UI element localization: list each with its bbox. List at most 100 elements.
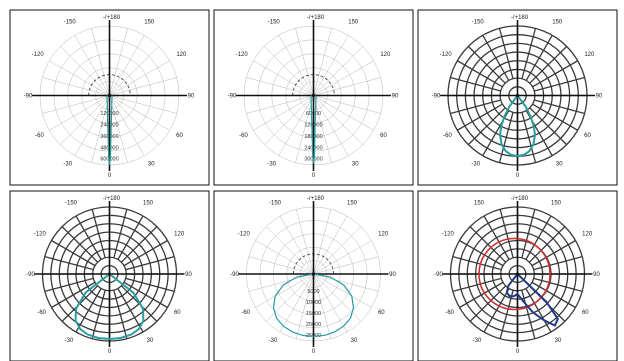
grid-spoke bbox=[265, 273, 314, 322]
angle-label: -90 bbox=[230, 272, 239, 278]
grid-spoke bbox=[113, 290, 128, 339]
grid-spoke bbox=[313, 95, 349, 156]
grid-spoke bbox=[467, 45, 506, 84]
grid-spoke bbox=[313, 28, 332, 96]
angle-label: 90 bbox=[185, 272, 192, 278]
grid-spoke bbox=[313, 256, 379, 275]
grid-spoke bbox=[75, 215, 102, 260]
angle-label: 30 bbox=[351, 338, 358, 344]
grid-spoke bbox=[49, 95, 110, 131]
grid-spoke bbox=[313, 46, 363, 96]
grid-spoke bbox=[74, 95, 110, 156]
grid-spoke bbox=[313, 60, 374, 96]
angle-label: 90 bbox=[188, 94, 195, 100]
intensity-curve-1 bbox=[106, 95, 113, 166]
grid-spoke bbox=[498, 28, 514, 79]
grid-spoke bbox=[313, 215, 348, 275]
angle-label: -150 bbox=[472, 20, 485, 26]
polar-panel-5: -/+180 150 -150 120 -120 90 -90 60 -60 30 -30 0 5000… bbox=[213, 190, 414, 361]
grid-spoke bbox=[528, 226, 566, 263]
angle-label: -30 bbox=[269, 338, 278, 344]
grid-spoke bbox=[109, 95, 128, 163]
angle-label: -/+180 bbox=[307, 196, 325, 202]
grid-spoke bbox=[264, 46, 314, 96]
origin-dot bbox=[311, 272, 316, 276]
grid-spoke bbox=[109, 28, 128, 96]
radial-value-label: 480000 bbox=[100, 145, 118, 151]
angle-label: 0 bbox=[312, 349, 316, 355]
grid-spoke bbox=[529, 45, 568, 84]
angle-label: -/+180 bbox=[103, 196, 121, 202]
grid-spoke bbox=[279, 215, 314, 275]
grid-spoke bbox=[113, 209, 128, 258]
grid-spoke bbox=[313, 273, 332, 339]
angle-label: -30 bbox=[267, 162, 276, 168]
radial-value-label: 360000 bbox=[100, 134, 118, 140]
grid-spoke bbox=[109, 35, 145, 96]
grid-spoke bbox=[51, 281, 96, 309]
polar-panel-3: -/+180 150 -150 120 -120 90 -90 60 -60 30 -30 0 bbox=[417, 9, 618, 186]
angle-label: 120 bbox=[582, 232, 593, 238]
grid-spoke bbox=[456, 60, 503, 88]
grid-spoke bbox=[529, 107, 568, 146]
intensity-curve-2 bbox=[505, 273, 559, 327]
angle-label: 120 bbox=[584, 52, 595, 58]
grid-spoke bbox=[42, 77, 110, 96]
angle-label: -120 bbox=[34, 232, 47, 238]
grid-spoke bbox=[482, 34, 510, 81]
grid-spoke bbox=[255, 240, 314, 275]
angle-label: -120 bbox=[236, 52, 249, 58]
grid-spoke bbox=[313, 35, 349, 96]
radial-value-label: 240000 bbox=[100, 122, 118, 128]
grid-spoke bbox=[525, 215, 552, 260]
grid-spoke bbox=[109, 60, 170, 96]
angle-label: -120 bbox=[440, 52, 453, 58]
polar-panel-2: -/+180 150 -150 120 -120 90 -90 60 -60 30 -30 0 6000… bbox=[213, 9, 414, 186]
grid-spoke bbox=[253, 95, 314, 131]
grid-spoke bbox=[467, 107, 506, 146]
grid-spoke bbox=[109, 77, 177, 96]
angle-label: 90 bbox=[593, 272, 600, 278]
angle-label: 90 bbox=[392, 94, 399, 100]
grid-spoke bbox=[531, 239, 576, 267]
origin-dot bbox=[311, 93, 316, 98]
angle-label: -/+180 bbox=[307, 15, 325, 21]
angle-label: 0 bbox=[516, 349, 520, 355]
grid-spoke bbox=[313, 226, 362, 275]
angle-label: 150 bbox=[347, 200, 358, 206]
grid-spoke bbox=[246, 77, 314, 96]
angle-label: -/+180 bbox=[511, 196, 529, 202]
angle-label: 120 bbox=[176, 52, 187, 58]
angle-label: -90 bbox=[24, 94, 33, 100]
grid-spoke bbox=[264, 95, 314, 145]
grid-spoke bbox=[91, 290, 106, 339]
grid-spoke bbox=[117, 215, 144, 260]
angle-label: 30 bbox=[147, 338, 154, 344]
angle-label: 120 bbox=[378, 232, 389, 238]
grid-spoke bbox=[255, 273, 314, 308]
radial-value-label: 20000 bbox=[306, 322, 321, 328]
grid-spoke bbox=[120, 226, 158, 263]
grid-spoke bbox=[450, 76, 501, 92]
grid-spoke bbox=[521, 290, 536, 339]
grid-spoke bbox=[313, 77, 381, 96]
grid-spoke bbox=[499, 209, 514, 258]
angle-label: 120 bbox=[380, 52, 391, 58]
grid-spoke bbox=[265, 226, 314, 275]
radial-value-label: 180000 bbox=[304, 134, 322, 140]
grid-spoke bbox=[123, 239, 168, 267]
angle-label: -60 bbox=[443, 133, 452, 139]
angle-label: -90 bbox=[228, 94, 237, 100]
angle-label: -60 bbox=[37, 310, 46, 316]
grid-spoke bbox=[295, 273, 314, 339]
angle-label: 30 bbox=[556, 162, 563, 168]
angle-label: -120 bbox=[238, 232, 251, 238]
grid-spoke bbox=[483, 288, 510, 333]
angle-label: -60 bbox=[239, 133, 248, 139]
grid-spoke bbox=[248, 256, 314, 275]
grid-spoke bbox=[533, 256, 583, 271]
grid-spoke bbox=[295, 95, 314, 163]
grid-spoke bbox=[313, 240, 372, 275]
intensity-curve-1 bbox=[272, 273, 355, 337]
angle-label: 60 bbox=[174, 310, 181, 316]
